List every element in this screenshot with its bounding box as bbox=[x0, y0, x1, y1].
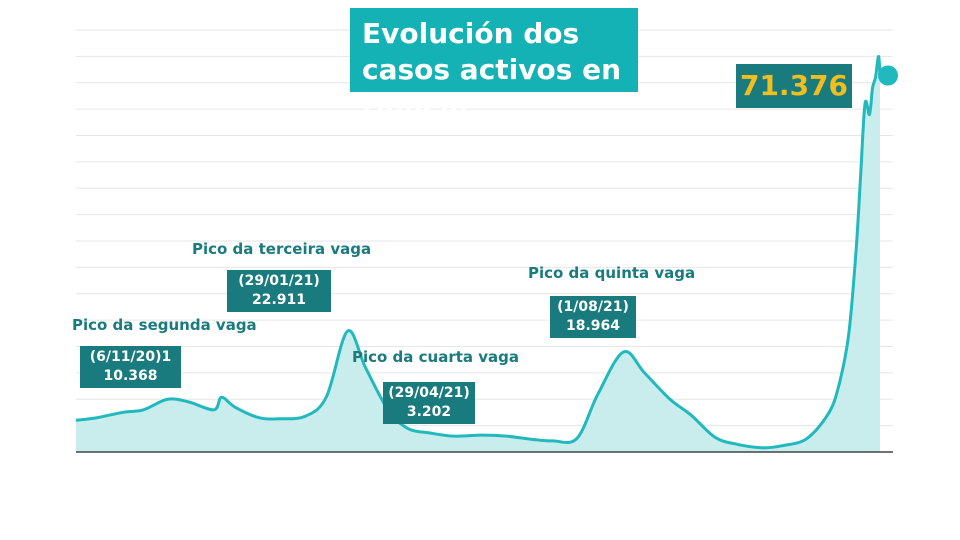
peak-date: (6/11/20)1 bbox=[89, 349, 172, 365]
peak-value: 3.202 bbox=[406, 404, 452, 420]
peak-box-fifth-wave: (1/08/21) 18.964 bbox=[550, 296, 636, 338]
chart-title: Evolución dos casos activos en Galicia bbox=[350, 8, 638, 122]
peak-value: 22.911 bbox=[251, 292, 307, 308]
peak-date: (29/04/21) bbox=[388, 385, 470, 401]
peak-label-fifth-wave: Pico da quinta vaga bbox=[528, 264, 696, 282]
current-value-marker bbox=[878, 65, 898, 86]
peak-label-second-wave: Pico da segunda vaga bbox=[72, 316, 257, 334]
peak-value: 10.368 bbox=[103, 368, 158, 384]
peak-date: (1/08/21) bbox=[557, 299, 629, 315]
peak-date: (29/01/21) bbox=[238, 273, 320, 289]
peak-label-third-wave: Pico da terceira vaga bbox=[192, 240, 372, 258]
series-line bbox=[75, 54, 882, 450]
peak-value: 18.964 bbox=[565, 318, 621, 334]
peak-box-third-wave: (29/01/21) 22.911 bbox=[227, 270, 331, 312]
series-area bbox=[76, 56, 880, 453]
peak-label-fourth-wave: Pico da cuarta vaga bbox=[352, 348, 519, 366]
peak-box-fourth-wave: (29/04/21) 3.202 bbox=[383, 382, 475, 424]
current-value-badge: 71.376 bbox=[736, 64, 852, 108]
peak-box-second-wave: (6/11/20)1 10.368 bbox=[80, 346, 181, 388]
